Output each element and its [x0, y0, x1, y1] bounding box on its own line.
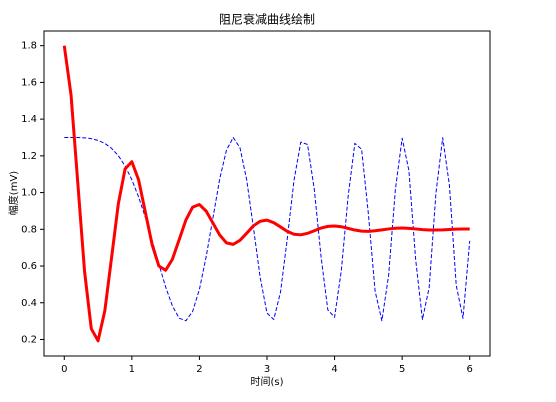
x-tick-label: 5 — [399, 364, 405, 375]
y-tick-label: 1.6 — [21, 77, 37, 88]
y-tick-label: 1.0 — [21, 188, 37, 199]
x-tick-label: 6 — [467, 364, 473, 375]
chart-title: 阻尼衰减曲线绘制 — [219, 12, 315, 27]
data-line — [64, 137, 471, 322]
y-tick-label: 0.2 — [21, 334, 37, 345]
x-tick-label: 3 — [264, 364, 270, 375]
y-tick-label: 1.8 — [21, 41, 37, 52]
y-tick-label: 1.4 — [21, 114, 37, 125]
plot-frame — [43, 30, 491, 357]
y-tick-label: 0.4 — [21, 298, 37, 309]
y-tick-label: 1.2 — [21, 151, 37, 162]
data-line — [62, 45, 470, 343]
x-axis-label: 时间(s) — [250, 375, 283, 388]
y-axis-label: 幅度(mV) — [7, 171, 20, 215]
x-tick-label: 1 — [129, 364, 135, 375]
y-tick-label: 0.6 — [21, 261, 37, 272]
x-tick-label: 4 — [331, 364, 337, 375]
x-tick-label: 0 — [61, 364, 67, 375]
x-tick-label: 2 — [196, 364, 202, 375]
y-tick-label: 0.8 — [21, 224, 37, 235]
